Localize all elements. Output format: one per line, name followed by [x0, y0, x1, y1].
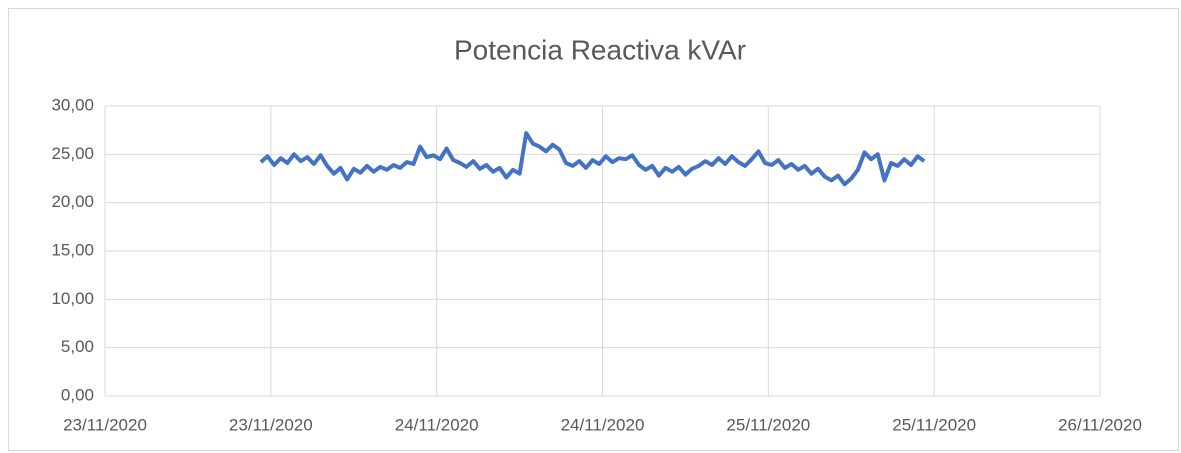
x-tick-label: 24/11/2020 — [561, 415, 645, 434]
y-tick-label: 10,00 — [51, 289, 94, 308]
y-tick-label: 5,00 — [61, 337, 94, 356]
data-line — [259, 131, 926, 187]
x-tick-label: 23/11/2020 — [63, 415, 147, 434]
x-tick-label: 25/11/2020 — [726, 415, 810, 434]
chart-title: Potencia Reactiva kVAr — [454, 34, 746, 65]
y-tick-label: 20,00 — [51, 192, 94, 211]
x-tick-label: 25/11/2020 — [892, 415, 976, 434]
y-tick-label: 30,00 — [51, 95, 94, 114]
x-tick-label: 24/11/2020 — [395, 415, 479, 434]
x-tick-label: 26/11/2020 — [1058, 415, 1142, 434]
y-tick-label: 15,00 — [51, 240, 94, 259]
x-tick-label: 23/11/2020 — [229, 415, 313, 434]
y-tick-label: 25,00 — [51, 144, 94, 163]
chart-frame — [8, 8, 1179, 451]
y-tick-label: 0,00 — [61, 385, 94, 404]
